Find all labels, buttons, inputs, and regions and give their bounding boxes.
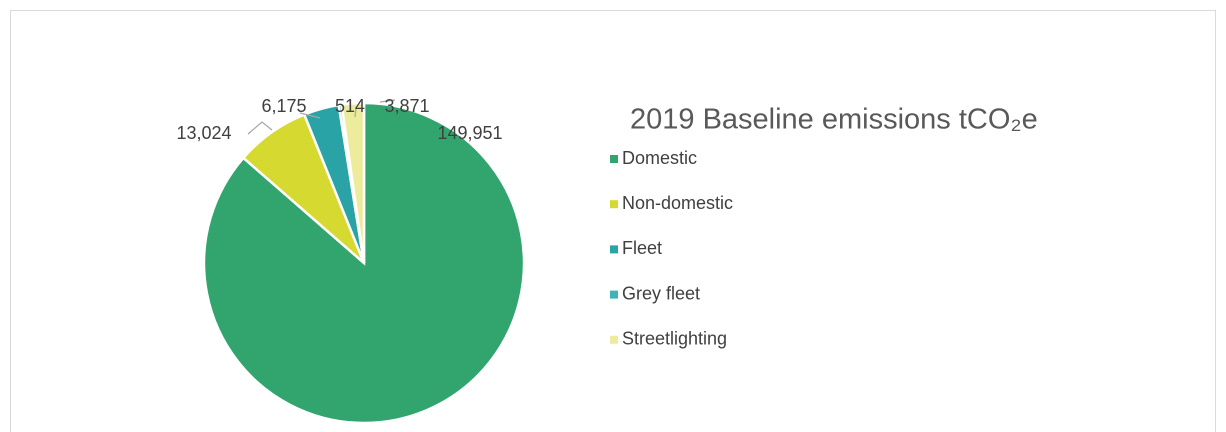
legend-label: Fleet <box>622 238 662 258</box>
legend-marker <box>610 290 618 299</box>
legend-label: Domestic <box>622 148 697 168</box>
leader-line <box>299 112 321 119</box>
legend-marker <box>610 245 618 254</box>
leader-line <box>379 99 396 103</box>
legend-marker <box>610 155 618 163</box>
chart-frame <box>10 10 1216 432</box>
legend-label: Grey fleet <box>622 283 700 303</box>
pie-slice <box>340 101 366 264</box>
legend-marker <box>610 335 618 344</box>
data-label: 149,951 <box>437 123 502 143</box>
data-label: 3,871 <box>384 96 429 116</box>
leader-line <box>354 107 357 118</box>
legend-label: Non-domestic <box>622 193 733 213</box>
data-label: 514 <box>335 96 365 116</box>
data-label: 13,024 <box>176 123 231 143</box>
chart-title: 2019 Baseline emissions tCO₂e <box>630 104 1038 136</box>
leader-line <box>247 121 273 135</box>
data-label: 6,175 <box>261 96 306 116</box>
legend-label: Streetlighting <box>622 329 727 349</box>
legend-marker <box>610 200 618 209</box>
